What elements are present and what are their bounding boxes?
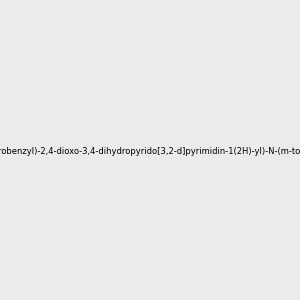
- Text: 2-(3-(4-chlorobenzyl)-2,4-dioxo-3,4-dihydropyrido[3,2-d]pyrimidin-1(2H)-yl)-N-(m: 2-(3-(4-chlorobenzyl)-2,4-dioxo-3,4-dihy…: [0, 147, 300, 156]
